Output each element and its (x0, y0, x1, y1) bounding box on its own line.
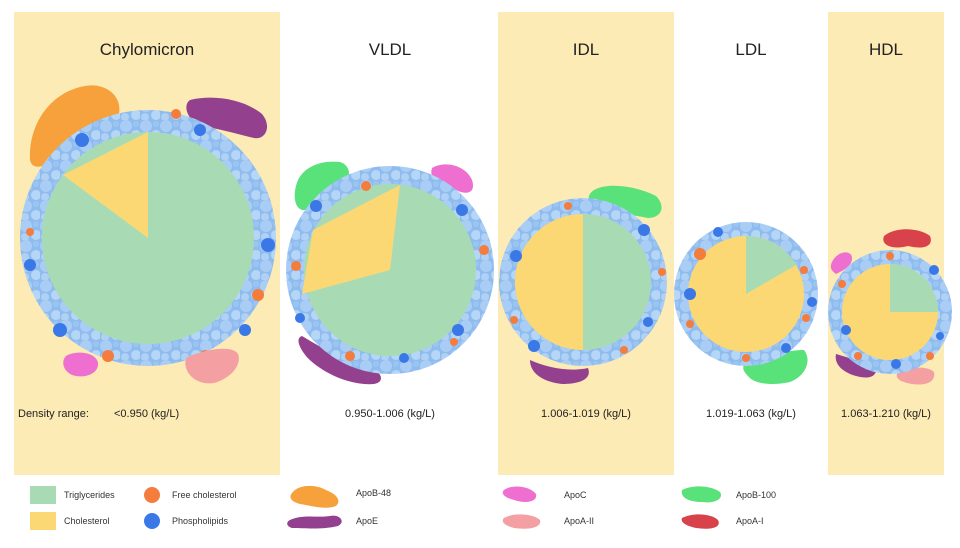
apoc-protein (63, 352, 99, 377)
idl-density: 1.006-1.019 (kg/L) (541, 408, 631, 420)
legend-apoa2-label: ApoA-II (564, 516, 595, 526)
triglyceride-core (890, 264, 938, 312)
vldl-title: VLDL (368, 40, 412, 59)
ldl-title: LDL (735, 40, 767, 59)
density-range-label: Density range: (18, 408, 89, 420)
chylomicron-particle (20, 85, 276, 384)
legend-symbols (30, 485, 722, 530)
triglyceride-core (746, 236, 796, 294)
legend-cholesterol-swatch (30, 512, 56, 530)
legend-apob100-blob (681, 486, 722, 503)
legend-free-cholesterol-dot (144, 487, 160, 503)
legend-cholesterol-label: Cholesterol (64, 516, 110, 526)
legend-apob48-label: ApoB-48 (356, 488, 392, 498)
ldl-density: 1.019-1.063 (kg/L) (706, 408, 796, 420)
ldl-particle (674, 222, 818, 384)
chylomicron-density: <0.950 (kg/L) (114, 408, 180, 420)
free-cholesterol-dots (838, 252, 934, 360)
apob100-protein (294, 161, 349, 211)
legend-apoa1-blob (681, 514, 719, 529)
hdl-density: 1.063-1.210 (kg/L) (841, 408, 931, 420)
free-cholesterol-dots (686, 248, 810, 362)
idl-title: IDL (572, 40, 600, 59)
idl-particle (499, 185, 667, 384)
phospholipid-dots (24, 124, 275, 337)
apoc-protein (431, 164, 474, 193)
legend-triglycerides-label: Triglycerides (64, 490, 115, 500)
free-cholesterol-dots (291, 181, 489, 361)
legend-apoe-blob (287, 515, 342, 529)
legend-free-cholesterol-label: Free cholesterol (172, 490, 237, 500)
apob48-protein (29, 85, 120, 167)
legend-apoe-label: ApoE (356, 516, 379, 526)
chylomicron-title: Chylomicron (99, 40, 195, 59)
cholesterol-core (515, 214, 583, 350)
legend-apoc-blob (502, 486, 537, 502)
cholesterol-core (302, 185, 400, 294)
legend-apoa1-label: ApoA-I (736, 516, 764, 526)
legend-apoc-label: ApoC (564, 490, 587, 500)
legend-phospholipids-dot (144, 513, 160, 529)
cholesterol-core (63, 132, 148, 238)
free-cholesterol-dots (510, 202, 666, 354)
apoa1-protein (883, 229, 931, 248)
legend-apob48-blob (290, 485, 339, 508)
apoe-protein (835, 354, 877, 378)
vldl-particle (286, 161, 494, 385)
legend-triglycerides-swatch (30, 486, 56, 504)
apoc-protein (830, 252, 852, 274)
phospholipid-dots (684, 227, 817, 353)
phospholipid-dots (510, 224, 653, 352)
phospholipid-dots (841, 265, 944, 369)
apoe-protein (186, 97, 268, 139)
legend-phospholipids-label: Phospholipids (172, 516, 229, 526)
vldl-density: 0.950-1.006 (kg/L) (345, 408, 435, 420)
hdl-particle (828, 229, 952, 385)
legend-apob100-label: ApoB-100 (736, 490, 777, 500)
hdl-title: HDL (868, 40, 903, 59)
apoa2-protein (185, 348, 239, 384)
apoe-protein (530, 360, 589, 384)
phospholipid-dots (295, 200, 468, 363)
legend-apoa2-blob (502, 514, 541, 529)
